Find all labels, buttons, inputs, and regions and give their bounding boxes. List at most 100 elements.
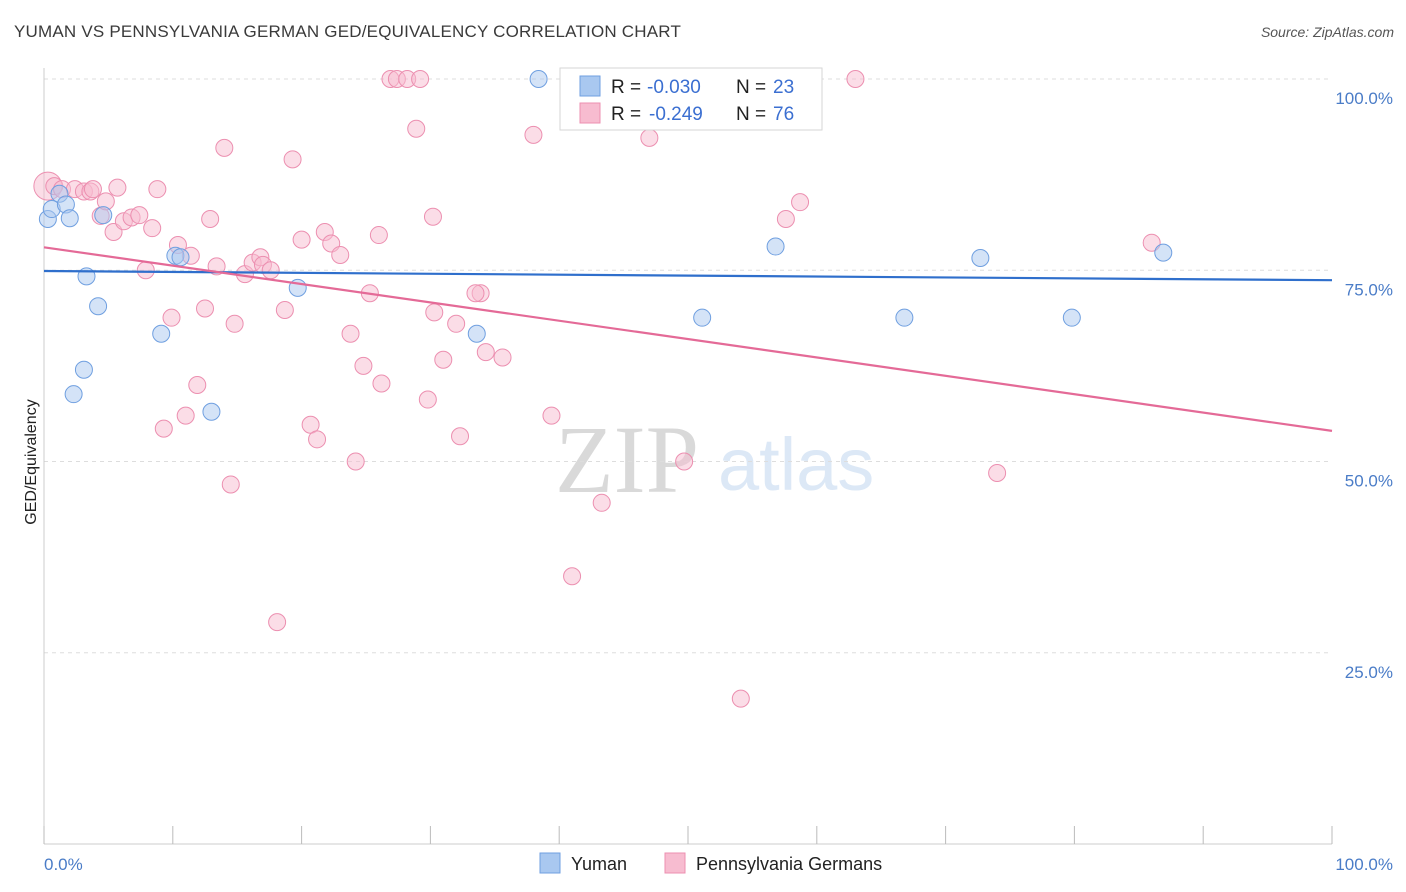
yuman-point	[202, 402, 221, 421]
penn-point	[83, 180, 102, 199]
penn-point	[176, 406, 195, 425]
legend-n-value-penn: 76	[773, 104, 794, 125]
yuman-point	[74, 360, 93, 379]
penn-point	[425, 303, 444, 322]
penn-point	[130, 206, 149, 225]
x-tick-labels: 0.0% 100.0%	[44, 855, 1393, 874]
penn-point	[369, 226, 388, 245]
yuman-point	[766, 237, 785, 256]
penn-point	[1142, 233, 1161, 252]
penn-point	[411, 70, 430, 88]
penn-point	[466, 284, 485, 303]
yuman-point	[89, 297, 108, 316]
series-legend: Yuman Pennsylvania Germans	[539, 852, 882, 874]
legend-label-yuman: Yuman	[571, 854, 627, 874]
penn-point	[791, 193, 810, 212]
legend-swatch-yuman-bottom	[539, 852, 561, 874]
penn-point	[776, 209, 795, 228]
yuman-point	[467, 324, 486, 343]
yuman-point	[152, 324, 171, 343]
watermark-zip: ZIP	[555, 406, 699, 513]
penn-point	[196, 299, 214, 318]
yuman-point	[1154, 243, 1173, 262]
penn-point	[201, 209, 220, 228]
penn-point	[675, 452, 694, 471]
penn-point	[225, 314, 244, 333]
penn-trend-line	[43, 246, 1333, 432]
yuman-point	[1062, 308, 1081, 327]
yuman-point	[94, 206, 113, 225]
penn-point	[268, 613, 287, 632]
yuman-point	[971, 249, 990, 268]
stats-legend-box	[559, 67, 823, 131]
y-tick-label-2: 75.0%	[1345, 280, 1393, 299]
yuman-point	[171, 248, 190, 267]
penn-point	[154, 419, 173, 438]
yuman-point	[529, 70, 548, 88]
penn-point	[162, 308, 181, 327]
penn-point	[988, 463, 1007, 482]
penn-point	[221, 475, 240, 494]
penn-point	[524, 125, 543, 144]
penn-point	[846, 70, 865, 88]
penn-point	[731, 689, 750, 708]
y-tick-label-1: 50.0%	[1345, 472, 1393, 491]
legend-label-penn: Pennsylvania Germans	[696, 854, 882, 874]
legend-n-label-yuman: N =	[736, 77, 766, 98]
penn-point	[143, 219, 162, 238]
legend-r-value-yuman: -0.030	[647, 77, 701, 98]
yuman-point	[60, 209, 79, 228]
yuman-point	[693, 308, 712, 327]
y-tick-labels: 25.0% 50.0% 75.0% 100.0%	[1335, 89, 1393, 682]
penn-point	[447, 314, 466, 333]
chart-title: YUMAN VS PENNSYLVANIA GERMAN GED/EQUIVAL…	[14, 22, 682, 41]
penn-point	[372, 374, 391, 393]
penn-point	[215, 138, 234, 157]
x-tick-label-0: 0.0%	[44, 855, 83, 874]
trend-lines	[43, 246, 1333, 432]
penn-point	[640, 128, 659, 147]
legend-swatch-yuman	[579, 75, 601, 97]
pennsylvania-germans-points	[33, 70, 1161, 708]
penn-point	[493, 348, 512, 367]
legend-n-value-yuman: 23	[773, 77, 794, 98]
penn-point	[108, 178, 127, 197]
gridlines	[44, 78, 1332, 654]
penn-point	[592, 493, 611, 512]
watermark-atlas: atlas	[718, 423, 874, 506]
yuman-trend-line	[43, 269, 1333, 282]
penn-point	[434, 350, 453, 369]
penn-point	[283, 150, 302, 169]
y-axis-title: GED/Equivalency	[23, 399, 40, 524]
source-label: Source: ZipAtlas.com	[1260, 24, 1394, 40]
penn-point	[423, 207, 442, 226]
y-tick-label-3: 100.0%	[1335, 89, 1393, 108]
penn-point	[275, 301, 294, 320]
legend-swatch-penn	[579, 102, 601, 124]
penn-point	[451, 427, 470, 446]
penn-point	[261, 261, 280, 280]
penn-point	[418, 390, 437, 409]
legend-n-label-penn: N =	[736, 104, 766, 125]
penn-point	[136, 261, 155, 280]
penn-point	[476, 343, 495, 362]
legend-r-label-yuman: R =	[611, 77, 641, 98]
stats-legend: R = -0.030 N = 23 R = -0.249 N = 76	[559, 67, 823, 131]
yuman-points	[38, 70, 1173, 421]
penn-point	[308, 430, 327, 449]
legend-r-value-penn: -0.249	[649, 104, 703, 125]
penn-point	[292, 230, 311, 249]
x-tick-label-1: 100.0%	[1335, 855, 1393, 874]
penn-point	[346, 452, 365, 471]
penn-point	[354, 356, 373, 375]
penn-point	[148, 180, 167, 199]
legend-r-label-penn: R =	[611, 104, 641, 125]
penn-point	[188, 376, 207, 394]
yuman-point	[64, 385, 83, 404]
yuman-point	[895, 308, 914, 327]
y-tick-label-0: 25.0%	[1345, 663, 1393, 682]
penn-point	[563, 567, 582, 586]
penn-point	[542, 406, 561, 425]
penn-point	[407, 119, 426, 138]
